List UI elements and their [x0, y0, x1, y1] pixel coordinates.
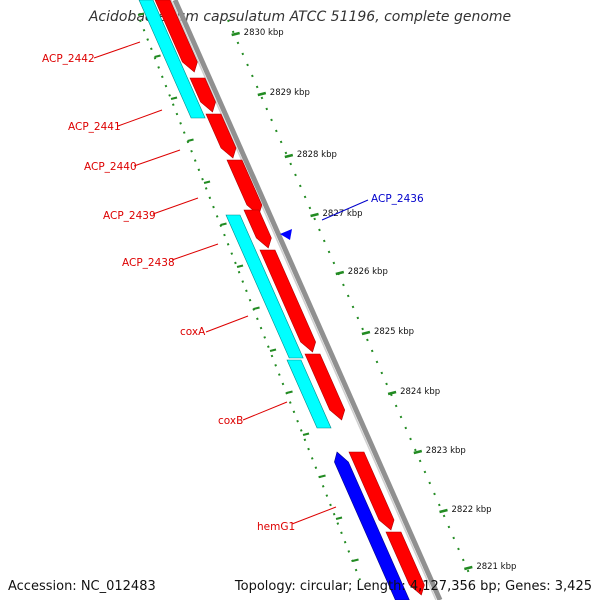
forward-cds-8 — [348, 451, 395, 531]
forward-cds-1 — [154, 0, 198, 73]
gene-label-leader — [205, 315, 249, 333]
inner-major-tick — [170, 96, 178, 100]
inner-major-tick — [302, 432, 310, 436]
inner-major-tick — [319, 474, 326, 478]
tick-label: 2821 kbp — [476, 562, 516, 572]
tick-label: 2830 kbp — [244, 28, 284, 38]
gene-label: coxB — [218, 415, 243, 427]
forward-cds-6 — [259, 249, 316, 353]
inner-major-tick — [335, 516, 343, 520]
other-feature-1 — [334, 451, 410, 600]
gene-label-leader — [242, 401, 288, 421]
tick-label: 2822 kbp — [452, 505, 492, 515]
major-tick-5 — [335, 270, 345, 276]
gene-labels: ACP_2442 ACP_2441 ACP_2440 ACP_2439 ACP_2438… — [42, 41, 424, 533]
forward-cds-9 — [385, 531, 425, 596]
gene-label-leader — [321, 199, 369, 221]
gene-label-leader — [171, 243, 219, 261]
major-tick-8 — [413, 449, 423, 455]
major-tick-2 — [257, 91, 267, 97]
inner-major-tick — [253, 306, 260, 310]
gene-label-leader — [291, 506, 337, 525]
inner-major-tick — [269, 348, 277, 352]
gene-label-leader — [152, 197, 199, 215]
gene-label-leader — [93, 41, 141, 59]
major-tick-3 — [284, 153, 294, 159]
major-tick-4 — [310, 212, 319, 218]
major-tick-7 — [387, 390, 397, 396]
forward-cds-2 — [189, 77, 216, 113]
acp-2436-marker — [280, 229, 292, 240]
forward-cds-5 — [243, 209, 272, 249]
tick-label: 2829 kbp — [270, 88, 310, 98]
forward-cds-7 — [304, 353, 346, 421]
inner-major-tick — [286, 390, 293, 394]
gene-label: ACP_2436 — [371, 193, 424, 205]
tick-label: 2823 kbp — [426, 446, 466, 456]
inner-major-tick — [203, 180, 211, 184]
major-tick-6 — [361, 330, 371, 336]
major-tick-9 — [439, 508, 448, 514]
gene-label: hemG1 — [257, 521, 295, 533]
reverse-cds-3 — [286, 359, 332, 429]
gene-label: coxA — [180, 326, 206, 338]
topology-summary-text: Topology: circular; Length: 4,127,356 bp… — [234, 579, 592, 594]
inner-major-tick — [236, 264, 244, 268]
reverse-cds-1 — [138, 0, 206, 119]
major-tick-10 — [464, 565, 473, 571]
tick-ring-1 — [139, 19, 361, 581]
inner-major-tick — [137, 12, 145, 16]
tick-label: 2826 kbp — [348, 267, 388, 277]
tick-label: 2828 kbp — [297, 150, 337, 160]
inner-major-tick — [352, 558, 359, 562]
forward-cds-3 — [205, 113, 237, 159]
gene-label: ACP_2441 — [68, 121, 121, 133]
tick-label: 2827 kbp — [323, 209, 363, 219]
inner-major-tick — [154, 54, 161, 58]
major-tick-1 — [231, 31, 240, 37]
gene-label-leader — [133, 149, 181, 167]
map-title: Acidobacterium capsulatum ATCC 51196, co… — [88, 9, 512, 25]
inner-major-tick — [187, 138, 194, 142]
inner-major-tick — [220, 222, 227, 226]
gene-label: ACP_2442 — [42, 53, 95, 65]
genome-backbone — [170, 0, 443, 600]
reverse-cds-2 — [225, 214, 304, 359]
gene-features — [138, 0, 425, 600]
gene-label-leader — [117, 109, 163, 127]
accession-text: Accession: NC_012483 — [8, 579, 156, 594]
gene-label: ACP_2439 — [103, 210, 156, 222]
gene-label: ACP_2440 — [84, 161, 137, 173]
kbp-tick-ruler: 2830 kbp 2829 kbp 2828 kbp 2827 kbp 2826 kbp… — [137, 12, 516, 581]
gene-label: ACP_2438 — [122, 257, 175, 269]
forward-cds-4 — [226, 159, 263, 216]
tick-label: 2825 kbp — [374, 327, 414, 337]
tick-label: 2824 kbp — [400, 387, 440, 397]
